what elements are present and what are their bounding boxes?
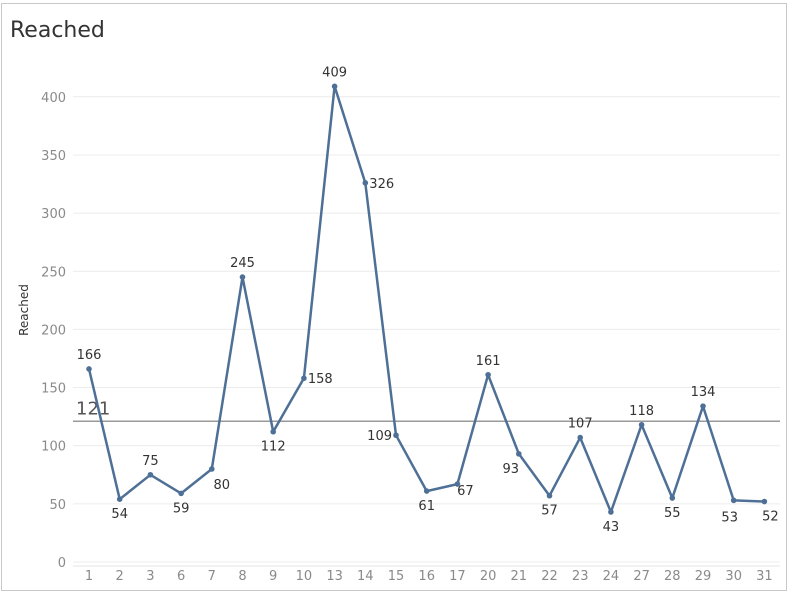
y-tick-label: 100 — [41, 440, 66, 455]
data-point — [362, 180, 369, 186]
y-tick-label: 50 — [49, 498, 66, 513]
y-tick-label: 350 — [41, 149, 66, 164]
data-label: 107 — [568, 417, 593, 432]
data-point — [577, 434, 583, 441]
data-point — [239, 274, 246, 280]
data-label: 245 — [230, 256, 255, 271]
x-tick-label: 27 — [633, 569, 650, 584]
x-tick-label: 20 — [480, 569, 497, 584]
x-tick-label: 9 — [269, 569, 277, 584]
data-label: 134 — [691, 385, 716, 400]
x-tick-label: 10 — [296, 569, 313, 584]
x-tick-label: 17 — [449, 569, 466, 584]
data-label: 54 — [111, 507, 128, 522]
y-axis-title: Reached — [17, 284, 31, 336]
data-label: 67 — [457, 484, 474, 499]
data-point — [423, 488, 430, 494]
data-label: 59 — [173, 501, 190, 516]
data-label: 61 — [418, 499, 435, 514]
data-label: 80 — [214, 478, 231, 493]
data-label: 112 — [261, 440, 286, 455]
x-tick-label: 8 — [238, 569, 246, 584]
y-axis-ticks: 0 50 100 150 200 250 300 350 400 — [41, 91, 66, 571]
x-tick-label: 21 — [511, 569, 528, 584]
data-labels: 166 54 75 59 80 245 112 158 409 326 109 61 67 161 93 57… — [77, 65, 779, 535]
data-point — [700, 403, 706, 409]
data-point — [86, 366, 92, 372]
data-point — [301, 375, 307, 382]
y-tick-label: 250 — [41, 265, 66, 280]
x-tick-label: 28 — [664, 569, 681, 584]
data-point — [147, 471, 154, 478]
x-tick-label: 6 — [177, 569, 185, 584]
data-label: 161 — [476, 354, 501, 369]
y-tick-label: 0 — [58, 556, 66, 571]
x-tick-label: 22 — [541, 569, 558, 584]
data-label: 409 — [322, 65, 347, 80]
x-tick-label: 31 — [756, 569, 773, 584]
y-tick-label: 150 — [41, 382, 66, 397]
data-label: 118 — [629, 404, 654, 419]
series-reached — [86, 83, 768, 515]
x-tick-label: 3 — [146, 569, 154, 584]
data-label: 158 — [308, 372, 333, 387]
x-tick-label: 14 — [357, 569, 374, 584]
y-tick-label: 300 — [41, 207, 66, 222]
x-tick-label: 1 — [85, 569, 93, 584]
data-label: 52 — [762, 510, 779, 525]
data-point — [669, 495, 676, 501]
data-point — [393, 432, 399, 439]
x-tick-label: 15 — [388, 569, 405, 584]
series-line — [87, 85, 765, 514]
data-point — [638, 421, 645, 428]
data-point — [116, 496, 123, 502]
data-label: 43 — [603, 520, 620, 535]
average-reference: 121 — [73, 398, 780, 423]
x-tick-label: 23 — [572, 569, 589, 584]
data-point — [608, 509, 614, 515]
reference-line-label: 121 — [76, 398, 110, 419]
data-label: 57 — [541, 504, 558, 519]
data-point — [331, 83, 338, 90]
x-tick-label: 2 — [116, 569, 124, 584]
data-point — [730, 497, 737, 504]
data-label: 93 — [503, 462, 520, 477]
data-point — [454, 481, 461, 487]
x-tick-label: 29 — [695, 569, 712, 584]
data-label: 109 — [367, 429, 392, 444]
x-tick-label: 7 — [208, 569, 216, 584]
y-tick-label: 200 — [41, 323, 66, 338]
gridlines — [73, 96, 780, 563]
chart-title: Reached — [10, 18, 105, 43]
data-label: 53 — [721, 510, 738, 525]
data-point — [516, 451, 522, 457]
data-label: 75 — [142, 454, 159, 469]
x-tick-label: 24 — [603, 569, 620, 584]
chart-frame — [1, 3, 787, 591]
x-tick-label: 16 — [418, 569, 435, 584]
data-point — [485, 371, 491, 378]
data-label: 326 — [369, 177, 394, 192]
data-point — [761, 498, 768, 505]
x-axis-ticks: 1 2 3 6 7 8 9 10 13 14 15 16 17 20 21 22 23 24 27 28 29 30 31 — [73, 565, 780, 584]
data-label: 55 — [664, 506, 681, 521]
x-tick-label: 30 — [725, 569, 742, 584]
data-point — [546, 492, 553, 499]
x-tick-label: 13 — [326, 569, 343, 584]
data-point — [270, 428, 277, 435]
data-label: 166 — [77, 348, 102, 363]
y-tick-label: 400 — [41, 91, 66, 106]
data-point — [178, 490, 184, 497]
data-point — [209, 466, 215, 472]
